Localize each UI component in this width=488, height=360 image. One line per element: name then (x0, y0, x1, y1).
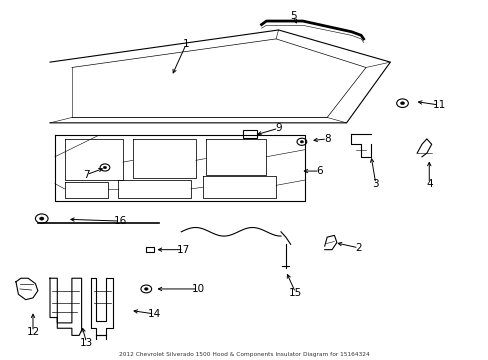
Text: 4: 4 (425, 179, 432, 189)
Text: 16: 16 (114, 216, 127, 226)
Text: 10: 10 (191, 284, 204, 294)
Text: 14: 14 (148, 309, 161, 319)
Text: 5: 5 (289, 11, 296, 21)
Text: 12: 12 (26, 327, 40, 337)
Bar (145, 247, 153, 252)
Text: 17: 17 (177, 245, 190, 255)
Text: 13: 13 (80, 338, 93, 347)
Text: 2: 2 (355, 243, 361, 253)
Circle shape (400, 102, 404, 105)
Text: 1: 1 (183, 39, 189, 49)
Circle shape (40, 217, 44, 220)
Circle shape (103, 166, 106, 169)
Text: 11: 11 (431, 100, 445, 110)
Text: 9: 9 (275, 123, 281, 133)
Text: 2012 Chevrolet Silverado 1500 Hood & Components Insulator Diagram for 15164324: 2012 Chevrolet Silverado 1500 Hood & Com… (119, 352, 369, 357)
Text: 3: 3 (372, 179, 378, 189)
Text: 6: 6 (316, 166, 323, 176)
Circle shape (144, 288, 148, 290)
Circle shape (300, 140, 303, 143)
Text: 15: 15 (288, 288, 302, 297)
Text: 7: 7 (83, 170, 90, 180)
Text: 8: 8 (323, 134, 330, 144)
Bar (243, 130, 256, 138)
